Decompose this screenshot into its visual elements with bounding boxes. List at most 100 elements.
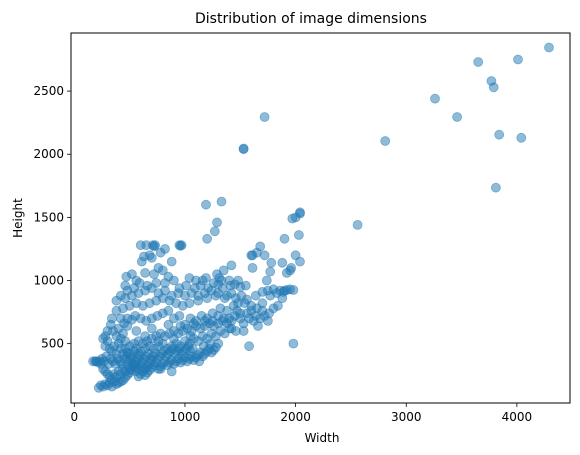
scatter-point <box>259 112 270 122</box>
scatter-point <box>202 233 213 244</box>
scatter-point <box>166 366 177 377</box>
scatter-point <box>224 323 235 334</box>
scatter-point <box>142 280 153 291</box>
scatter-point <box>233 275 244 286</box>
scatter-point <box>288 338 299 349</box>
scatter-point <box>430 93 440 104</box>
scatter-point <box>288 285 299 295</box>
scatter-point <box>247 262 258 273</box>
scatter-point <box>277 257 288 268</box>
scatter-point <box>153 336 164 347</box>
scatter-point <box>151 278 162 288</box>
scatter-point <box>107 381 117 392</box>
scatter-point <box>98 333 108 344</box>
scatter-point <box>265 290 276 301</box>
scatter-point <box>266 257 277 268</box>
scatter-point <box>238 318 249 329</box>
scatter-point <box>168 333 179 344</box>
x-axis-ticks: 0 1000 2000 3000 4000 <box>70 403 532 424</box>
scatter-point <box>218 265 229 276</box>
x-tick-label: 4000 <box>502 410 533 424</box>
scatter-point <box>111 305 122 316</box>
scatter-point <box>140 331 151 342</box>
scatter-point <box>168 275 179 286</box>
scatter-point <box>120 280 131 291</box>
scatter-point <box>207 308 218 319</box>
x-axis-label: Width <box>305 431 340 445</box>
scatter-point <box>490 182 501 193</box>
scatter-point <box>287 213 298 224</box>
scatter-point <box>281 267 292 278</box>
scatter-point <box>155 363 166 374</box>
scatter-point <box>261 275 272 286</box>
x-tick-label: 2000 <box>280 410 311 424</box>
scatter-point <box>188 318 199 329</box>
scatter-point <box>199 315 210 326</box>
scatter-point <box>516 132 527 143</box>
scatter-point <box>163 305 174 316</box>
scatter-point <box>149 269 159 280</box>
scatter-point <box>513 54 523 65</box>
scatter-point <box>146 323 157 334</box>
scatter-point <box>160 278 170 288</box>
scatter-point <box>205 338 216 349</box>
scatter-point <box>122 321 133 331</box>
scatter-point <box>265 266 276 277</box>
scatter-point <box>146 252 157 263</box>
scatter-point <box>121 271 132 282</box>
scatter-point <box>118 328 128 339</box>
x-tick-label: 0 <box>70 410 78 424</box>
y-tick-label: 2500 <box>33 84 64 98</box>
scatter-point <box>140 267 151 278</box>
scatter-point <box>240 280 251 291</box>
scatter-point <box>203 283 214 294</box>
y-axis-ticks: 500 1000 1500 2000 2500 <box>33 84 71 351</box>
scatter-point <box>194 356 205 367</box>
chart-title: Distribution of image dimensions <box>195 11 427 27</box>
scatter-point <box>216 275 227 286</box>
scatter-point <box>352 219 363 230</box>
scatter-point <box>255 241 266 252</box>
y-axis-label: Height <box>11 198 25 238</box>
scatter-point <box>488 82 499 93</box>
scatter-point <box>295 256 305 267</box>
scatter-point <box>293 230 304 240</box>
scatter-point <box>131 326 142 336</box>
scatter-point <box>149 241 159 252</box>
scatter-point <box>238 143 249 154</box>
scatter-point <box>544 42 554 53</box>
scatter-point <box>185 331 196 342</box>
scatter-point <box>166 256 177 267</box>
y-tick-label: 1000 <box>33 274 64 288</box>
scatter-point <box>216 196 227 207</box>
scatter-point <box>201 199 211 210</box>
scatter-point <box>244 341 255 352</box>
scatter-point <box>175 321 186 331</box>
scatter-point <box>155 247 166 258</box>
scatter-point <box>163 319 174 330</box>
scatter-point <box>209 226 220 237</box>
scatter-point <box>174 283 185 294</box>
scatter-point <box>212 217 222 228</box>
scatter-point <box>272 300 283 311</box>
scatter-point <box>157 265 168 276</box>
scatter-point <box>201 273 211 283</box>
scatter-point <box>222 305 232 316</box>
scatter-point <box>111 295 122 306</box>
scatter-point <box>277 293 288 304</box>
scatter-point <box>380 136 391 146</box>
scatter-point <box>135 240 146 251</box>
x-tick-label: 1000 <box>170 410 201 424</box>
scatter-point <box>494 129 505 140</box>
scatter-point <box>246 305 257 316</box>
x-tick-label: 3000 <box>391 410 422 424</box>
scatter-point <box>452 112 463 122</box>
y-tick-label: 1500 <box>33 210 64 224</box>
scatter-point <box>175 240 186 251</box>
plot-frame <box>70 32 571 404</box>
scatter-point <box>189 283 200 294</box>
y-tick-label: 2000 <box>33 147 64 161</box>
y-tick-label: 500 <box>41 337 64 351</box>
